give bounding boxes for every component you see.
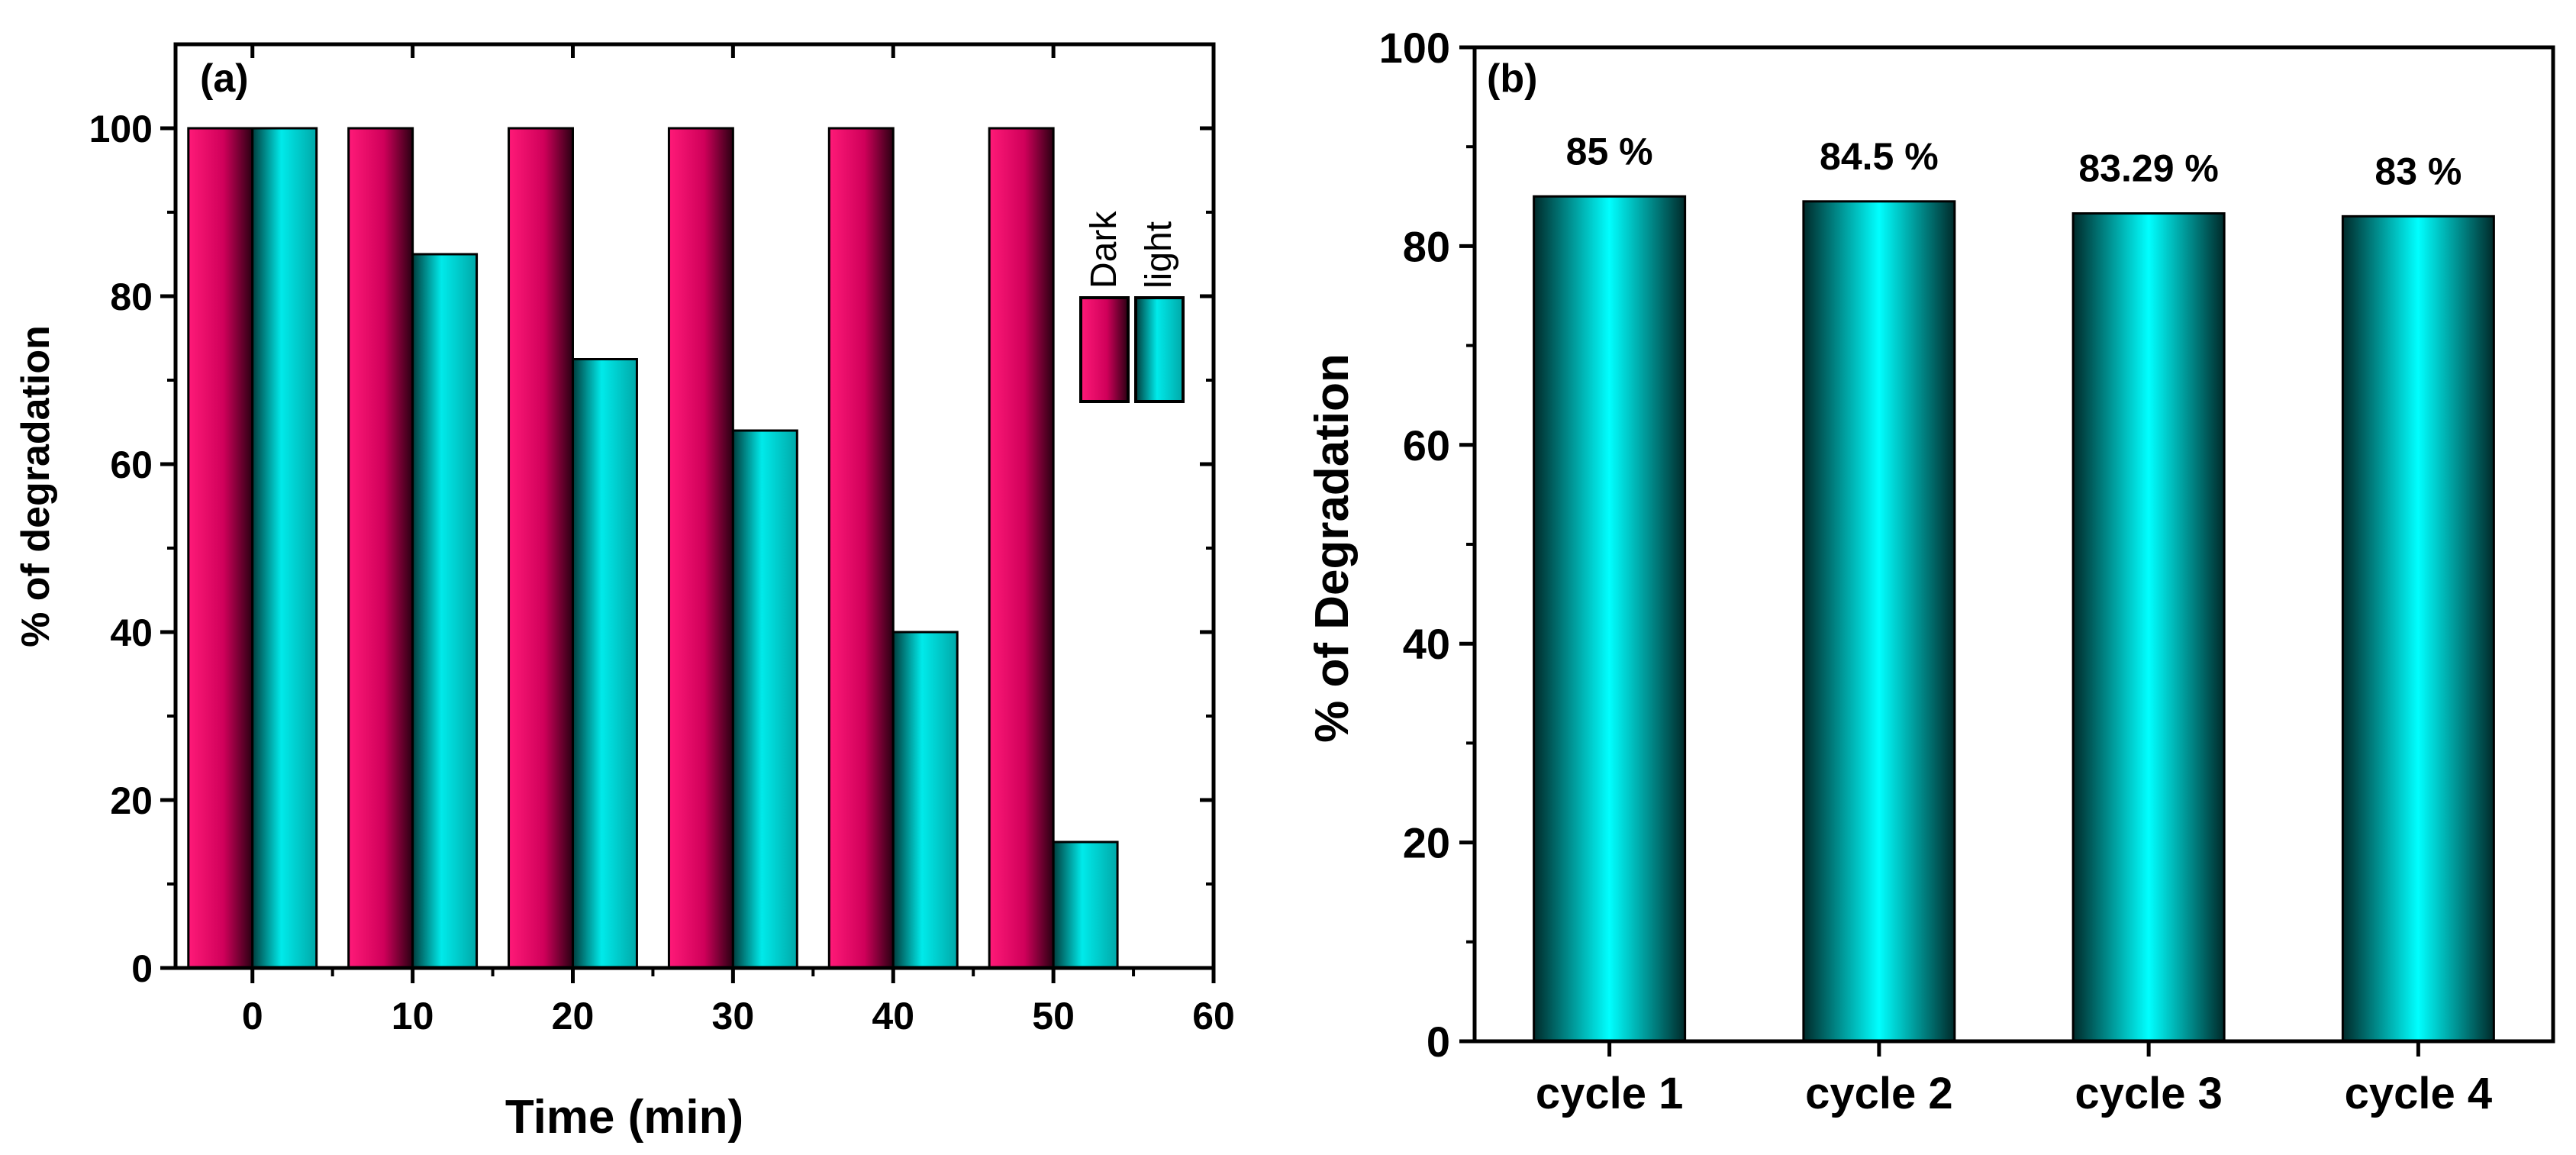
- legend-label-dark: Dark: [1084, 211, 1124, 289]
- bar-dark-10: [347, 127, 414, 969]
- data-label: 84.5 %: [1820, 135, 1939, 178]
- panel-a-y-axis-title: % of degradation: [14, 325, 58, 647]
- legend-label-light: light: [1139, 221, 1179, 289]
- y-tick-label: 100: [89, 108, 153, 150]
- y-tick-label: 100: [1379, 24, 1450, 72]
- panel-b-data-labels: 85 % 84.5 % 83.29 % 83 %: [1566, 130, 2462, 192]
- x-tick-label: cycle 4: [2345, 1069, 2493, 1118]
- panel-a-label: (a): [200, 56, 249, 101]
- bar-dark-40: [827, 127, 895, 969]
- data-label: 83.29 %: [2078, 147, 2218, 190]
- x-tick-label: 60: [1192, 995, 1235, 1037]
- panel-a-ticks: [160, 44, 1216, 983]
- panel-a-legend: Dark light: [1079, 211, 1185, 403]
- bar-cycle-2: [1802, 200, 1956, 1043]
- x-tick-label: cycle 3: [2075, 1069, 2223, 1118]
- panel-b-ticks: [1459, 45, 2420, 1057]
- y-tick-label: 40: [110, 611, 153, 654]
- panel-a-x-axis-title: Time (min): [505, 1091, 743, 1144]
- legend-swatch-dark: [1079, 296, 1130, 403]
- data-label: 83 %: [2374, 150, 2462, 192]
- y-tick-label: 60: [110, 444, 153, 486]
- panel-b-y-axis-title: % of Degradation: [1306, 353, 1359, 743]
- panel-b-bars: [1533, 195, 2495, 1043]
- y-tick-label: 60: [1403, 421, 1450, 469]
- x-tick-label: 30: [712, 995, 755, 1037]
- bar-light-40: [891, 631, 959, 969]
- bar-cycle-1: [1533, 195, 1687, 1043]
- panel-b-x-tick-labels: cycle 1 cycle 2 cycle 3 cycle 4: [1536, 1069, 2492, 1118]
- x-tick-label: 20: [552, 995, 595, 1037]
- bar-light-30: [731, 429, 798, 969]
- bar-light-50: [1052, 840, 1119, 969]
- x-tick-label: 10: [392, 995, 434, 1037]
- x-tick-label: 0: [242, 995, 263, 1037]
- bar-dark-30: [667, 127, 734, 969]
- y-tick-label: 40: [1403, 620, 1450, 668]
- y-tick-label: 0: [1427, 1018, 1450, 1066]
- bar-light-0: [251, 127, 318, 969]
- chart-panel-a: 0 20 40 60 80 100 0 10 20 30 40 50 60 (a) Time (min…: [14, 42, 1235, 1144]
- x-tick-label: cycle 2: [1805, 1069, 1953, 1118]
- bar-light-20: [571, 358, 638, 969]
- legend-swatch-light: [1134, 296, 1185, 403]
- x-tick-label: 50: [1032, 995, 1075, 1037]
- panel-b-label: (b): [1487, 56, 1537, 101]
- bar-dark-0: [187, 127, 254, 969]
- bar-cycle-4: [2341, 215, 2495, 1043]
- bar-cycle-3: [2071, 212, 2226, 1043]
- x-tick-label: cycle 1: [1536, 1069, 1684, 1118]
- y-tick-label: 20: [1403, 819, 1450, 867]
- panel-a-bars: [187, 127, 1119, 969]
- x-tick-label: 40: [872, 995, 914, 1037]
- bar-light-10: [411, 253, 479, 969]
- y-tick-label: 0: [131, 947, 153, 990]
- data-label: 85 %: [1566, 130, 1653, 173]
- panel-a-y-tick-labels: 0 20 40 60 80 100: [89, 108, 153, 990]
- bar-dark-20: [508, 127, 574, 969]
- y-tick-label: 20: [110, 779, 153, 822]
- panel-a-x-tick-labels: 0 10 20 30 40 50 60: [242, 995, 1235, 1037]
- panel-b-y-tick-labels: 0 20 40 60 80 100: [1379, 24, 1450, 1066]
- panel-a-frame: [173, 42, 1216, 970]
- y-tick-label: 80: [1403, 222, 1450, 270]
- y-tick-label: 80: [110, 276, 153, 318]
- bar-dark-50: [988, 127, 1055, 969]
